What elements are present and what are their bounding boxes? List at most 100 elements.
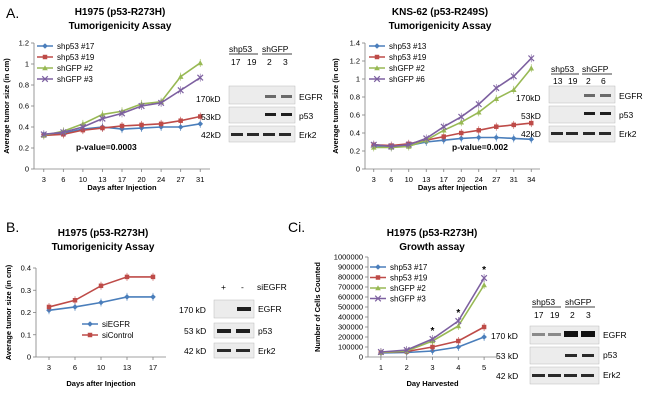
blot-band (581, 331, 595, 337)
x-tick-label: 10 (79, 175, 87, 184)
lane-label: + (221, 282, 226, 292)
x-tick-label: 10 (97, 363, 105, 372)
blot-group-label: shp53 (229, 44, 252, 54)
legend-label: shp53 #17 (390, 263, 428, 272)
blot-band (599, 132, 611, 135)
legend-entry: siEGFR (82, 320, 130, 329)
lane-label: 19 (550, 310, 560, 320)
data-point (493, 134, 500, 141)
data-point (510, 87, 517, 93)
x-axis-label: Days after Injection (418, 183, 488, 192)
data-point (403, 346, 410, 354)
data-point (528, 65, 535, 71)
data-point (177, 87, 184, 94)
legend-entry: shp53 #17 (370, 263, 428, 272)
lane-label: 2 (586, 76, 591, 86)
protein-label: EGFR (603, 330, 627, 340)
legend-entry: shGFP #2 (369, 64, 425, 73)
data-point (178, 118, 183, 123)
y-tick-label: 0 (359, 353, 363, 362)
chart-subtitle: Tumorigenicity Assay (69, 21, 172, 32)
chart-ci-growth: H1975 (p53-R273H) Growth assay 01000002000… (313, 228, 497, 388)
legend-label: shGFP #2 (389, 64, 425, 73)
significance-star: * (456, 308, 460, 319)
y-tick-label: 800000 (338, 273, 363, 282)
chart-title: H1975 (p53-R273H) (387, 228, 478, 239)
y-tick-label: 300000 (338, 323, 363, 332)
blot-band (566, 132, 578, 135)
y-tick-label: 0.3 (21, 286, 31, 295)
legend-entry: shGFP #3 (370, 295, 426, 304)
data-point (475, 109, 482, 115)
blot-band (600, 94, 611, 97)
blot-group-label: shp53 (551, 64, 574, 74)
data-series (377, 274, 488, 356)
blot-strip-egfr (213, 299, 255, 319)
blot-group-label: shGFP (262, 44, 289, 54)
data-point (494, 124, 499, 129)
size-label: 53 kD (496, 351, 518, 361)
y-tick-label: 200000 (338, 333, 363, 342)
blot-band (564, 331, 578, 337)
x-tick-label: 3 (430, 363, 434, 372)
blot-band (236, 349, 250, 352)
chart-subtitle: Tumorigenicity Assay (52, 242, 155, 253)
y-tick-label: 0.8 (19, 81, 29, 90)
data-point (441, 134, 446, 139)
legend-entry: shp53 #17 (37, 42, 95, 51)
data-series (370, 54, 535, 151)
data-point (196, 74, 204, 81)
data-point (197, 60, 204, 66)
blot-group-label: shp53 (532, 297, 555, 307)
y-tick-label: 0.4 (19, 123, 29, 132)
legend-label: shp53 #13 (389, 42, 427, 51)
p-value-label: p-value=0.002 (452, 142, 508, 152)
data-point (373, 75, 381, 83)
y-tick-label: 0.1 (21, 330, 31, 339)
x-tick-label: 1 (379, 363, 383, 372)
y-axis-label: Average tumor size (in cm) (4, 264, 13, 360)
data-point (42, 54, 48, 60)
data-point (41, 75, 49, 83)
chart-a-kns62: KNS-62 (p53-R249S) Tumorigenicity Assay 0 0… (331, 7, 540, 192)
blot-band (247, 133, 259, 136)
data-point (374, 54, 380, 60)
data-point (511, 122, 516, 128)
data-point (475, 100, 482, 108)
y-axis-label: Average tumor size (in cm) (331, 58, 340, 154)
y-tick-label: 1 (25, 60, 29, 69)
data-point (388, 143, 395, 150)
size-label: 53kD (201, 112, 221, 122)
x-tick-label: 3 (47, 363, 51, 372)
data-point (40, 131, 48, 138)
chart-title: H1975 (p53-R273H) (75, 7, 166, 18)
y-axis-label: Number of Cells Counted (313, 262, 322, 352)
y-tick-label: 700000 (338, 283, 363, 292)
blot-band (217, 349, 231, 352)
data-point (430, 344, 435, 350)
significance-star: * (431, 326, 435, 337)
data-point (87, 332, 93, 338)
y-tick-label: 0.2 (21, 308, 31, 317)
x-tick-label: 10 (405, 175, 413, 184)
x-tick-label: 2 (405, 363, 409, 372)
x-axis-label: Days after Injection (66, 379, 136, 388)
lane-label: 13 (553, 76, 563, 86)
data-point (374, 43, 380, 49)
y-tick-label: 0 (27, 353, 31, 362)
data-point (72, 304, 78, 310)
blot-band (236, 329, 250, 333)
legend-label: shGFP #6 (389, 75, 425, 84)
protein-label: Erk2 (299, 130, 317, 140)
data-point (72, 298, 78, 303)
data-point (481, 282, 487, 288)
x-tick-label: 20 (137, 175, 145, 184)
blot-band (237, 307, 251, 311)
lane-label: 6 (601, 76, 606, 86)
x-tick-label: 17 (118, 175, 126, 184)
data-point (528, 136, 535, 143)
x-tick-label: 31 (510, 175, 518, 184)
chart-a-h1975: H1975 (p53-R273H) Tumorigenicity Assay 0 0.… (2, 7, 210, 192)
y-tick-label: 1 (356, 75, 360, 84)
